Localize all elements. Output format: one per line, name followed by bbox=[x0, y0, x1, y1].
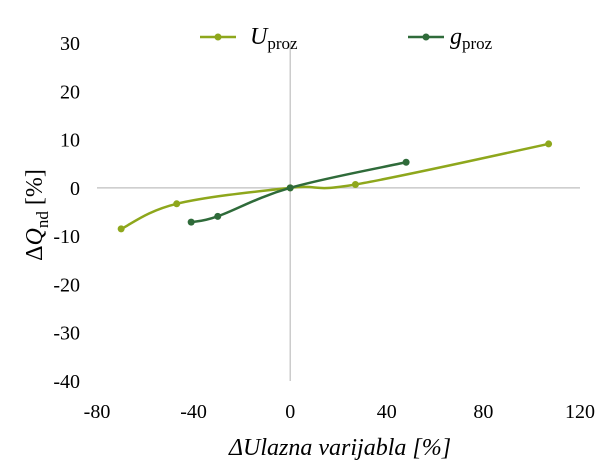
x-tick-label: 80 bbox=[473, 401, 493, 423]
data-point-gproz bbox=[187, 218, 195, 226]
data-point-uproz bbox=[173, 200, 181, 208]
legend-label-gproz: gproz bbox=[450, 24, 493, 53]
legend-item-gproz: gproz bbox=[408, 24, 493, 53]
x-tick-label: -80 bbox=[84, 401, 111, 423]
data-point-gproz bbox=[214, 212, 222, 220]
y-axis-label-symbol: Q bbox=[22, 228, 48, 245]
series-layer bbox=[117, 140, 553, 233]
legend-uproz-symbol: U bbox=[250, 24, 269, 50]
x-axis-ticks: -80 -40 0 40 80 120 bbox=[84, 401, 595, 423]
plot-area bbox=[97, 43, 580, 381]
y-axis-ticks: -40 -30 -20 -10 0 10 20 30 bbox=[53, 33, 80, 393]
series-line-gproz bbox=[189, 161, 408, 224]
y-axis-label-subscript: nd bbox=[33, 211, 52, 229]
legend-gproz-symbol: g bbox=[450, 24, 462, 50]
y-axis-label-delta: Δ bbox=[22, 245, 48, 260]
x-tick-label: -40 bbox=[180, 401, 207, 423]
x-tick-label: 120 bbox=[565, 401, 595, 423]
data-point-uproz bbox=[545, 140, 553, 148]
legend-marker-gproz bbox=[422, 33, 430, 41]
y-tick-label: -10 bbox=[53, 226, 80, 248]
x-axis-label: ΔUlazna varijabla [%] bbox=[228, 435, 451, 461]
y-tick-label: 0 bbox=[70, 178, 80, 200]
x-tick-label: 0 bbox=[285, 401, 295, 423]
y-tick-label: -20 bbox=[53, 274, 80, 296]
legend-marker-uproz bbox=[214, 33, 222, 41]
data-point-gproz bbox=[402, 158, 410, 166]
legend-item-uproz: Uproz bbox=[200, 24, 298, 53]
data-point-gproz bbox=[286, 184, 294, 192]
legend-label-uproz: Uproz bbox=[250, 24, 298, 53]
y-tick-label: 10 bbox=[60, 130, 80, 152]
x-tick-label: 40 bbox=[377, 401, 397, 423]
y-axis-label: ΔQnd [%] bbox=[22, 169, 52, 261]
y-tick-label: 20 bbox=[60, 81, 80, 103]
y-tick-label: -40 bbox=[53, 371, 80, 393]
legend-uproz-subscript: proz bbox=[267, 34, 298, 53]
series-line-uproz bbox=[119, 142, 550, 231]
y-axis-label-unit: [%] bbox=[22, 169, 48, 211]
y-tick-label: 30 bbox=[60, 33, 80, 55]
data-point-uproz bbox=[117, 225, 125, 233]
legend: Uproz gproz bbox=[200, 24, 493, 53]
y-tick-label: -30 bbox=[53, 323, 80, 345]
data-point-uproz bbox=[351, 180, 359, 188]
legend-gproz-subscript: proz bbox=[462, 34, 493, 53]
